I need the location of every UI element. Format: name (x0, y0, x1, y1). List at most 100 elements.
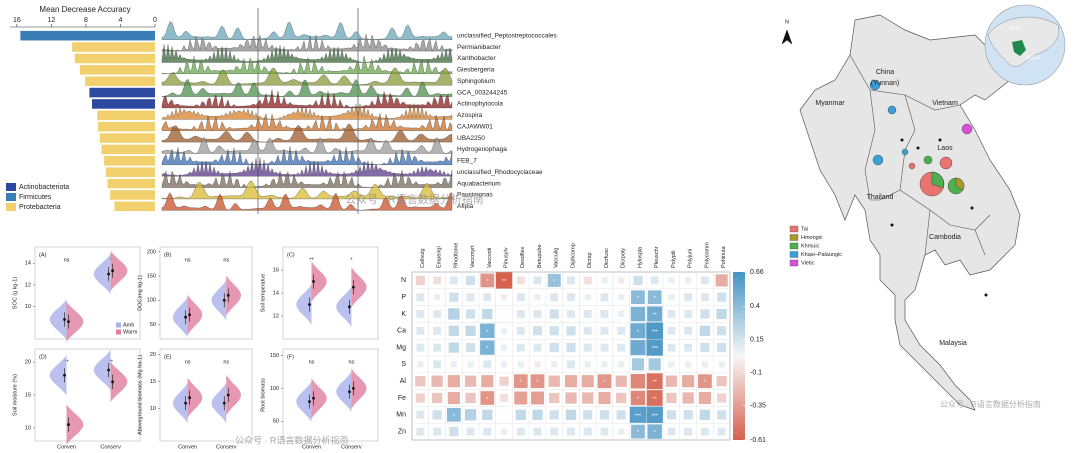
heatmap-cell (618, 277, 625, 284)
legend-swatch (116, 322, 121, 328)
heatmap-cell (415, 275, 425, 285)
significance-label: *** (651, 346, 658, 352)
heatmap-cell (500, 294, 508, 301)
mean-point (63, 373, 66, 377)
x-tick-label: 8 (84, 17, 88, 24)
site-dot (900, 138, 904, 142)
bar (110, 190, 155, 200)
heatmap-cell (633, 275, 643, 285)
legend-swatch (116, 329, 121, 335)
mean-point (312, 280, 315, 283)
bar (91, 99, 155, 109)
colorbar-label: -0.35 (750, 402, 766, 409)
heatmap-cell (716, 376, 727, 387)
ridge-area (161, 78, 453, 97)
violin (187, 294, 203, 335)
heatmap-cell (416, 326, 425, 335)
significance-label: * (637, 430, 640, 436)
mean-point (312, 396, 315, 400)
legend-label: Hmongic (801, 235, 823, 241)
x-tick-label: 16 (13, 17, 21, 24)
column-label: Diphcomp (570, 243, 576, 268)
significance-label: * (637, 396, 640, 402)
legend-label: Firmicutes (19, 194, 52, 201)
mean-point (348, 305, 351, 309)
heatmap-cell (684, 293, 693, 302)
mean-point (188, 396, 192, 400)
x-tick-label: 4 (119, 17, 123, 24)
mean-point (188, 313, 192, 317)
heatmap-cell (483, 360, 492, 369)
bar (85, 76, 155, 86)
bar (79, 65, 155, 75)
panel-label: (D) (39, 354, 47, 360)
heatmap-cell (565, 409, 577, 420)
heatmap-cell (416, 343, 425, 352)
column-label: Polyjuni (688, 249, 694, 268)
heatmap-cell (646, 390, 663, 406)
heatmap-cell (717, 393, 727, 403)
heatmap-cell (717, 343, 727, 353)
map-label: China (876, 69, 894, 76)
heatmap-cell (630, 323, 646, 339)
heatmap-cell (448, 325, 459, 336)
y-axis-label: DOC(mg kg-1) (137, 275, 143, 311)
heatmap-cell (431, 392, 443, 404)
site-marker (901, 148, 909, 156)
x-tick-label: Conserv (341, 444, 362, 450)
heatmap-cell (503, 413, 506, 416)
site-dot (970, 206, 974, 210)
watermark: 公众号 · R语言数据分析指南 (345, 192, 484, 206)
heatmap-cell (500, 361, 508, 368)
map-label: Vietnam (932, 100, 958, 107)
heatmap-cell (700, 293, 709, 302)
ridge-area (161, 34, 453, 52)
y-tick-label: 12 (25, 282, 31, 288)
map-label: (Yunnan) (871, 80, 899, 87)
heatmap-cell (548, 375, 560, 387)
site-marker (869, 79, 881, 91)
watermark: 公众号 · R语言数据分析指南 (235, 434, 349, 445)
y-tick-label: 200 (147, 249, 156, 255)
bar (98, 121, 155, 132)
heatmap-cell (717, 410, 727, 420)
y-tick-label: 20 (25, 360, 31, 366)
taxon-label: Sphingobium (457, 78, 495, 85)
heatmap-cell (465, 343, 476, 353)
legend-label: Amb (123, 322, 134, 328)
heatmap-cell (483, 427, 492, 436)
heatmap-cell (616, 392, 627, 404)
legend-label: Actinobacteriota (19, 184, 69, 191)
heatmap-cell (464, 409, 477, 421)
column-label: Desdflex (520, 246, 526, 268)
x-tick-label: Conserv (100, 444, 121, 450)
mean-point (184, 315, 188, 319)
significance-label: * (486, 329, 489, 335)
significance-label: ** (64, 359, 69, 365)
map (781, 4, 1066, 411)
row-label: N (401, 277, 406, 284)
heatmap-cell (566, 343, 576, 353)
heatmap-cell (650, 276, 659, 285)
heatmap-cell (699, 409, 711, 420)
legend-label: Khasi–Palaungic (801, 252, 842, 258)
heatmap-cell (465, 275, 476, 285)
row-label: P (401, 294, 406, 301)
heatmap-cell (499, 376, 509, 386)
y-tick-label: 100 (270, 386, 279, 392)
taxon-label: Hydrogenophaga (457, 146, 507, 153)
heatmap-cell (431, 375, 443, 387)
y-axis-label: SOC (g kg-1) (12, 277, 18, 310)
mean-point (63, 318, 66, 321)
violin (296, 284, 312, 325)
heatmap-cell (646, 406, 663, 423)
heatmap-cell (416, 293, 425, 302)
bar (89, 87, 155, 98)
significance-label: ns (348, 359, 354, 365)
heatmap-cell (416, 427, 425, 436)
y-tick-label: 50 (273, 419, 279, 425)
heatmap-cell (533, 343, 542, 352)
significance-label: ** (653, 312, 658, 318)
panel-label: (E) (164, 354, 172, 360)
